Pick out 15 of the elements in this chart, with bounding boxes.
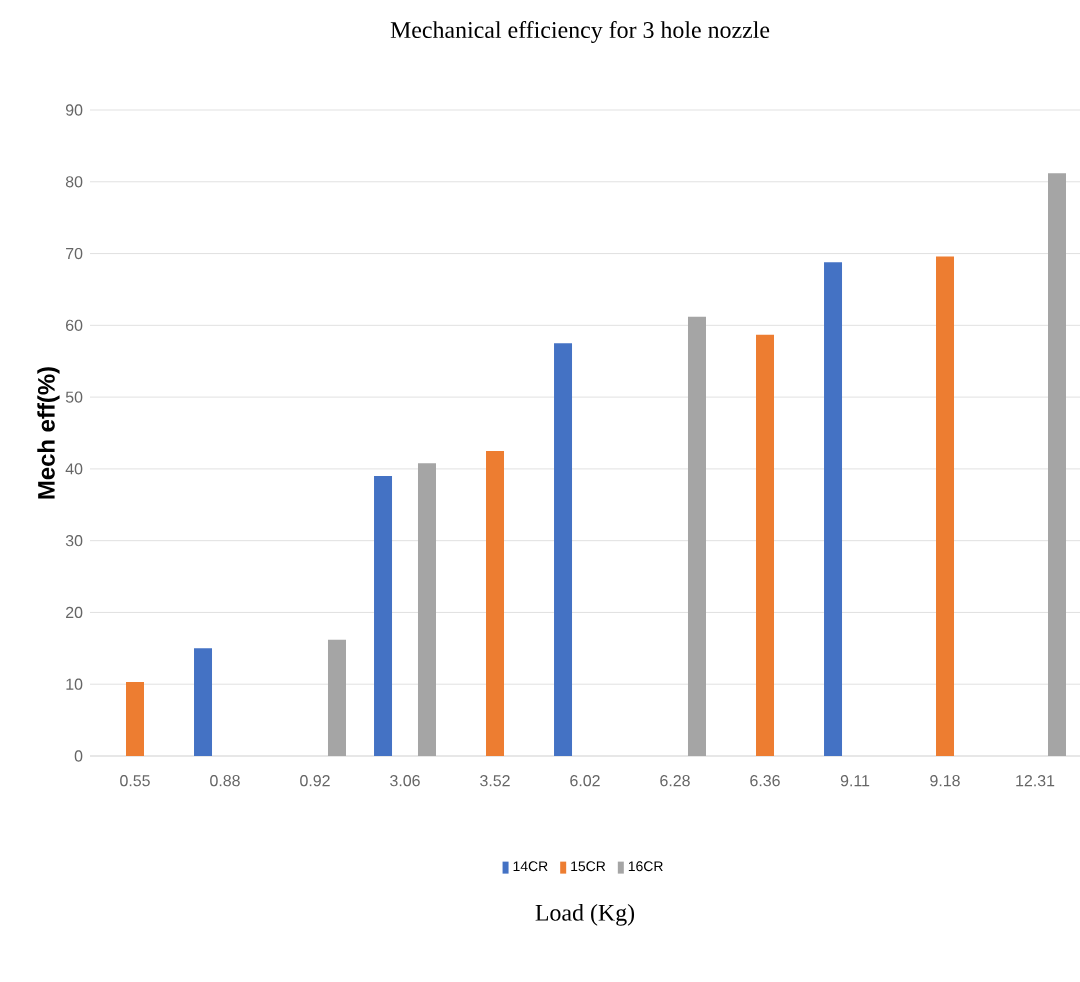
- bar: [126, 682, 144, 756]
- bar: [417, 463, 436, 756]
- chart-title: Mechanical efficiency for 3 hole nozzle: [390, 21, 770, 44]
- x-axis-title: Load (Kg): [535, 904, 635, 926]
- bar: [1048, 173, 1066, 756]
- bar: [936, 256, 955, 756]
- bar: [756, 334, 775, 756]
- bar: [194, 648, 213, 756]
- bar: [486, 450, 505, 756]
- bar: [687, 316, 706, 756]
- bar: [327, 639, 346, 756]
- bar: [374, 476, 393, 756]
- bar: [824, 262, 843, 756]
- bar: [554, 343, 573, 756]
- y-axis-title: Mech eff(%): [37, 367, 60, 499]
